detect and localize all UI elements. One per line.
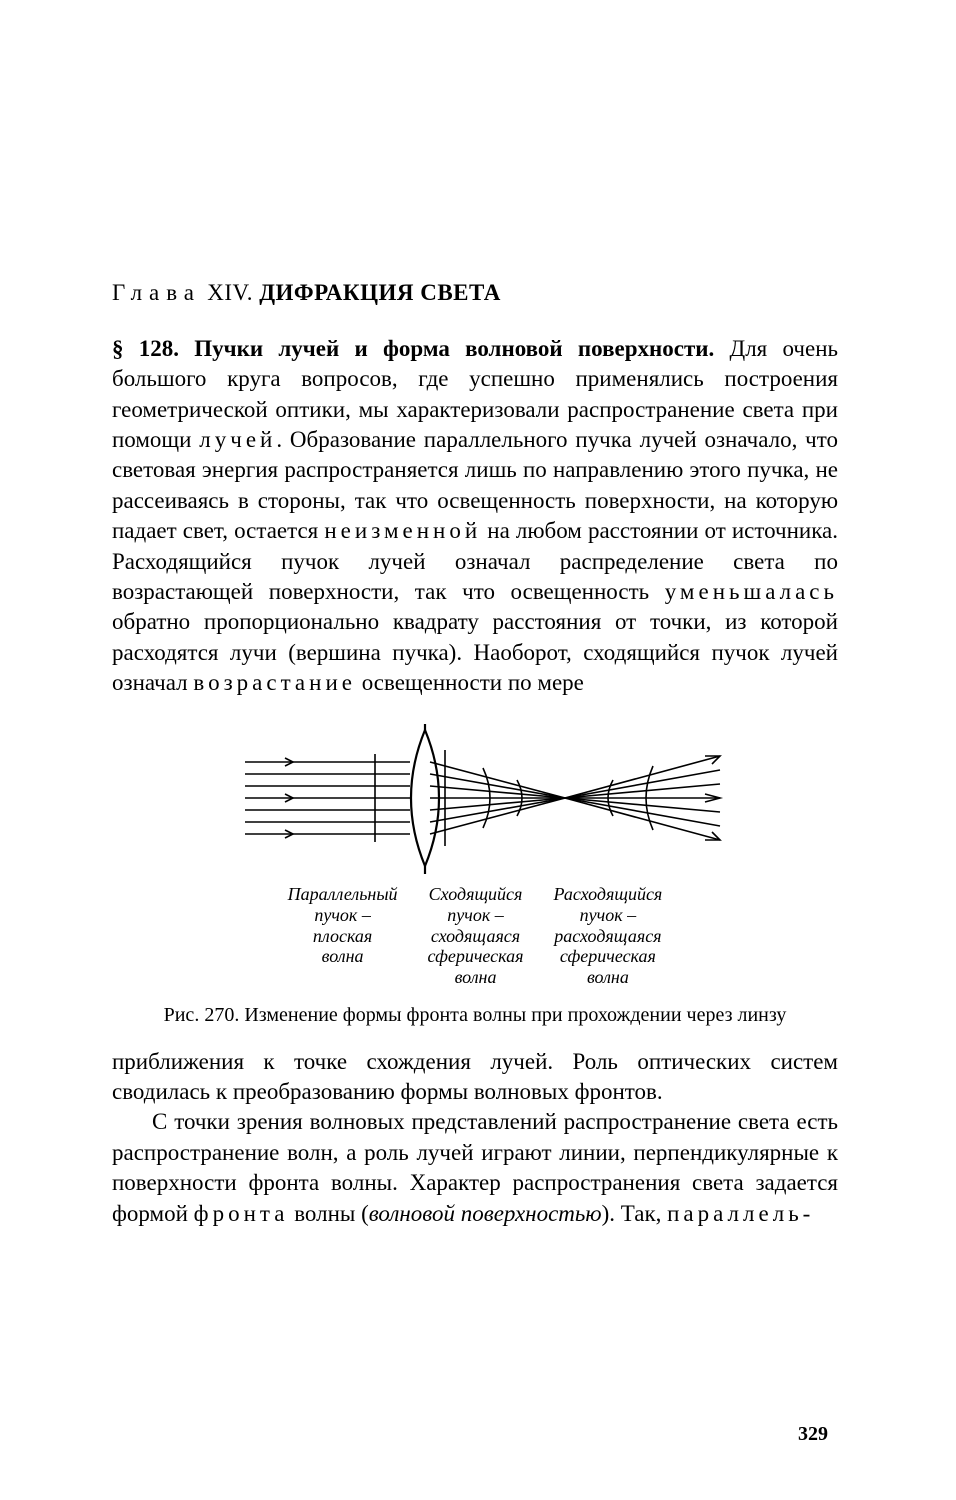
fl1l4: волна xyxy=(322,946,364,966)
p1-sp2: неизменной xyxy=(324,518,481,543)
p1-sp3: уменьшалась xyxy=(665,579,838,604)
fl1l2: пучок – xyxy=(314,905,371,925)
figure-label-2: Сходящийся пучок – сходящаяся сферическа… xyxy=(428,884,524,987)
optics-diagram xyxy=(215,722,735,882)
p3-t2: волны ( xyxy=(288,1201,368,1226)
figure-caption: Рис. 270. Изменение формы фронта волны п… xyxy=(112,1002,838,1029)
p1-sp4: возрастание xyxy=(193,670,356,695)
chapter-num: XIV. xyxy=(207,280,253,305)
fl3l4: сферическая xyxy=(560,946,656,966)
section-heading: § 128. Пучки лучей и форма волновой пове… xyxy=(112,336,714,361)
figure-labels: Параллельный пучок – плоская волна Сходя… xyxy=(112,884,838,987)
paragraph-3: С точки зрения волновых представлений ра… xyxy=(112,1107,838,1228)
paragraph-2: приближения к точке схождения лучей. Рол… xyxy=(112,1047,838,1108)
p1-sp1: лучей xyxy=(199,427,276,452)
fl1l3: плоская xyxy=(313,926,372,946)
fl2l5: волна xyxy=(455,967,497,987)
chapter-title: ДИФРАКЦИЯ СВЕТА xyxy=(259,280,501,305)
paragraph-1: § 128. Пучки лучей и форма волновой пове… xyxy=(112,334,838,698)
page-number: 329 xyxy=(798,1423,828,1446)
figure-label-1: Параллельный пучок – плоская волна xyxy=(288,884,398,987)
p3-sp2: параллель- xyxy=(667,1201,814,1226)
fl3l2: пучок – xyxy=(580,905,637,925)
p3-it1: волновой поверхностью xyxy=(369,1201,602,1226)
chapter-prefix: Глава xyxy=(112,280,201,305)
p3-t3: ). Так, xyxy=(602,1201,668,1226)
fl3l1: Расходящийся xyxy=(554,884,663,904)
fl2l1: Сходящийся xyxy=(429,884,523,904)
fl3l5: волна xyxy=(587,967,629,987)
figure-270: Параллельный пучок – плоская волна Сходя… xyxy=(112,722,838,1028)
fl2l4: сферическая xyxy=(428,946,524,966)
chapter-heading: Глава XIV. ДИФРАКЦИЯ СВЕТА xyxy=(112,280,838,306)
p3-sp1: фрон­та xyxy=(194,1201,289,1226)
p1-t5: освещенности по мере xyxy=(356,670,584,695)
fl2l2: пучок – xyxy=(447,905,504,925)
figure-label-3: Расходящийся пучок – расходящаяся сферич… xyxy=(554,884,663,987)
fl2l3: сходящаяся xyxy=(431,926,520,946)
fl1l1: Параллельный xyxy=(288,884,398,904)
fl3l3: расходящаяся xyxy=(554,926,661,946)
